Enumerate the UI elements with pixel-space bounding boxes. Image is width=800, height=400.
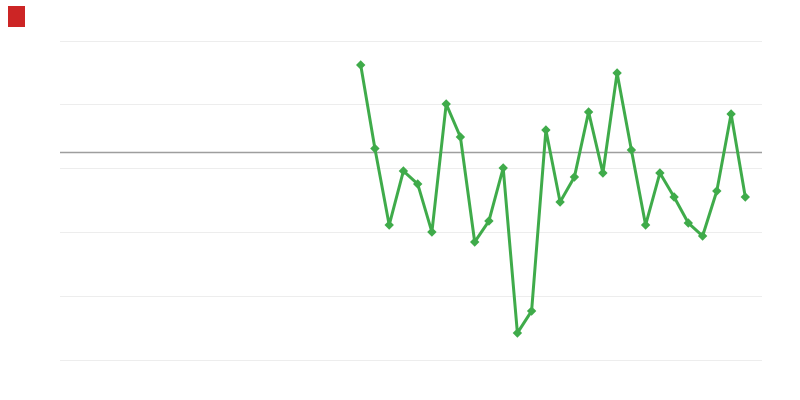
- data-point-diamond: [640, 220, 651, 230]
- data-point-diamond: [598, 168, 608, 178]
- data-point-diamond: [655, 168, 665, 178]
- data-point-diamond: [697, 231, 708, 241]
- data-point-diamond: [669, 192, 679, 202]
- data-point-diamond: [683, 218, 693, 228]
- data-point-diamond: [626, 145, 637, 155]
- data-point-diamond: [470, 237, 480, 247]
- data-point-diamond: [413, 179, 423, 189]
- data-point-diamond: [569, 172, 580, 182]
- data-point-diamond: [398, 166, 409, 176]
- data-point-diamond: [726, 109, 736, 119]
- data-point-markers: [356, 60, 750, 338]
- data-point-diamond: [356, 60, 366, 70]
- data-point-diamond: [583, 107, 594, 117]
- data-point-diamond: [555, 197, 565, 207]
- data-point-diamond: [384, 220, 394, 230]
- data-point-diamond: [441, 99, 451, 109]
- gridlines: [60, 41, 762, 361]
- data-point-diamond: [484, 216, 494, 226]
- data-point-diamond: [740, 192, 750, 202]
- series-line: [359, 63, 747, 335]
- data-point-diamond: [512, 328, 523, 338]
- data-point-diamond: [427, 227, 437, 237]
- data-point-diamond: [612, 68, 622, 78]
- data-point-diamond: [370, 143, 380, 154]
- data-point-diamond: [541, 125, 551, 135]
- data-point-diamond: [498, 163, 508, 173]
- data-point-diamond: [712, 186, 722, 196]
- data-point-diamond: [526, 306, 537, 316]
- red-marker: [8, 6, 25, 27]
- data-point-diamond: [455, 132, 466, 142]
